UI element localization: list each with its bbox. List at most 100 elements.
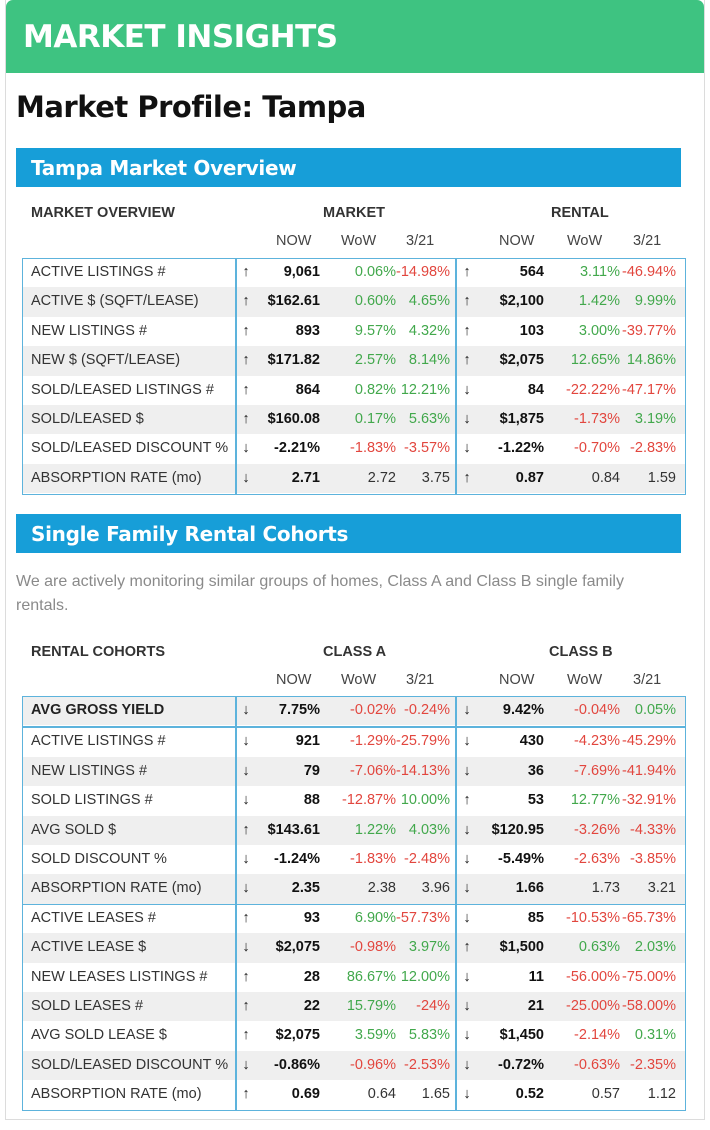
row-label: SOLD/LEASED DISCOUNT % (31, 1056, 229, 1073)
table-row: SOLD LEASES # ↑ 22 15.79% -24% ↓ 21 -25.00% -58.… (22, 992, 686, 1022)
table-group-border (22, 696, 237, 728)
cohorts-table-body: AVG GROSS YIELD ↓ 7.75% -0.02% -0.24% ↓ 9.42% -… (22, 696, 686, 1111)
row-label: AVG SOLD LEASE $ (31, 1027, 167, 1044)
now-value: 430 (519, 733, 544, 750)
since-3-21-value: 12.00% (400, 968, 450, 985)
overview-table-label: MARKET OVERVIEW (31, 205, 175, 221)
down-arrow-icon: ↓ (463, 762, 471, 779)
row-label: SOLD LISTINGS # (31, 792, 153, 809)
row-label: NEW LISTINGS # (31, 762, 148, 779)
now-value: 11 (528, 968, 544, 985)
table-row: ACTIVE LISTINGS # ↓ 921 -1.29% -25.79% ↓ 430 -4… (22, 727, 686, 756)
down-arrow-icon: ↓ (242, 702, 250, 718)
cohorts-column-header: NOW WoW 3/21 NOW WoW 3/21 (22, 666, 686, 694)
row-label: ACTIVE LEASES # (31, 909, 156, 926)
now-value: 921 (295, 733, 320, 750)
overview-group-a: MARKET (323, 205, 386, 221)
since-3-21-value: 12.21% (400, 381, 450, 398)
now-value: 893 (295, 322, 320, 339)
since-3-21-value: -3.85% (630, 851, 676, 867)
down-arrow-icon: ↓ (463, 909, 471, 926)
now-value: $143.61 (267, 821, 320, 838)
down-arrow-icon: ↓ (242, 469, 250, 486)
down-arrow-icon: ↓ (463, 440, 471, 457)
row-label: ACTIVE LEASE $ (31, 939, 147, 956)
since-3-21-value: 5.63% (408, 411, 450, 427)
table-group-border (455, 696, 686, 728)
since-3-21-value: -25.79% (395, 733, 450, 750)
up-arrow-icon: ↑ (463, 322, 471, 339)
market-insights-banner: MARKET INSIGHTS (6, 0, 704, 73)
table-row: NEW LISTINGS # ↑ 893 9.57% 4.32% ↑ 103 3.00% -39… (22, 317, 686, 346)
cohorts-group-b: CLASS B (549, 644, 613, 660)
table-group-border (455, 258, 686, 496)
up-arrow-icon: ↑ (242, 293, 250, 310)
wow-value: -0.63% (574, 1056, 620, 1073)
since-3-21-value: -32.91% (621, 792, 676, 809)
since-3-21-value: 9.99% (634, 293, 676, 310)
wow-value: -0.04% (574, 702, 620, 718)
down-arrow-icon: ↓ (242, 851, 250, 867)
cohorts-group-a: CLASS A (323, 644, 387, 660)
table-row: ACTIVE LEASE $ ↓ $2,075 -0.98% 3.97% ↑ $1,500 0… (22, 933, 686, 963)
cohorts-section-header: Single Family Rental Cohorts (16, 514, 681, 553)
wow-value: -0.96% (350, 1056, 396, 1073)
since-3-21-value: 3.97% (408, 939, 450, 956)
since-3-21-value: 3.96 (421, 880, 450, 897)
wow-value: -4.23% (574, 733, 620, 750)
wow-value: 0.84 (591, 469, 620, 486)
now-value: 0.69 (291, 1086, 320, 1103)
cohorts-group-header: RENTAL COHORTS CLASS A CLASS B (22, 638, 686, 666)
now-value: 9.42% (502, 702, 544, 718)
table-group-border (22, 258, 237, 496)
overview-group-header: MARKET OVERVIEW MARKET RENTAL (22, 199, 686, 227)
since-3-21-value: -4.33% (630, 821, 676, 838)
down-arrow-icon: ↓ (463, 968, 471, 985)
col-3-21: 3/21 (633, 233, 662, 249)
now-value: 2.71 (291, 469, 320, 486)
wow-value: 12.65% (570, 352, 620, 369)
wow-value: -0.02% (350, 702, 396, 718)
wow-value: -12.87% (341, 792, 396, 809)
wow-value: -1.29% (350, 733, 396, 750)
wow-value: -7.06% (350, 762, 396, 779)
down-arrow-icon: ↓ (463, 851, 471, 867)
wow-value: -7.69% (574, 762, 620, 779)
row-label: SOLD/LEASED DISCOUNT % (31, 440, 229, 457)
up-arrow-icon: ↑ (463, 792, 471, 809)
table-row: ACTIVE LISTINGS # ↑ 9,061 0.06% -14.98% ↑ 564 3… (22, 258, 686, 287)
down-arrow-icon: ↓ (242, 792, 250, 809)
row-label: SOLD DISCOUNT % (31, 851, 167, 867)
now-value: 88 (303, 792, 320, 809)
up-arrow-icon: ↑ (242, 411, 250, 427)
up-arrow-icon: ↑ (242, 352, 250, 369)
row-label: ACTIVE LISTINGS # (31, 264, 166, 280)
up-arrow-icon: ↑ (463, 293, 471, 310)
up-arrow-icon: ↑ (242, 909, 250, 926)
since-3-21-value: -65.73% (621, 909, 676, 926)
since-3-21-value: -2.53% (404, 1056, 450, 1073)
table-row: SOLD DISCOUNT % ↓ -1.24% -1.83% -2.48% ↓ -5.49… (22, 845, 686, 874)
wow-value: -10.53% (565, 909, 620, 926)
wow-value: -2.14% (574, 1027, 620, 1044)
col-wow: WoW (341, 233, 377, 249)
since-3-21-value: 1.65 (421, 1086, 450, 1103)
now-value: $2,075 (499, 352, 544, 369)
now-value: 0.52 (515, 1086, 544, 1103)
table-row: SOLD/LEASED LISTINGS # ↑ 864 0.82% 12.21% ↓ 84… (22, 376, 686, 405)
now-value: 84 (527, 381, 544, 398)
table-row: ACTIVE $ (SQFT/LEASE) ↑ $162.61 0.60% 4.65% ↑… (22, 287, 686, 317)
table-group-border (235, 696, 457, 728)
since-3-21-value: -24% (416, 998, 450, 1014)
now-value: $162.61 (267, 293, 320, 310)
col-wow: WoW (567, 233, 603, 249)
table-row: ABSORPTION RATE (mo) ↑ 0.69 0.64 1.65 ↓ 0.52 0.… (22, 1080, 686, 1109)
row-label: ABSORPTION RATE (mo) (31, 880, 202, 897)
wow-value: -3.26% (574, 821, 620, 838)
row-label: ABSORPTION RATE (mo) (31, 1086, 202, 1103)
now-value: 28 (303, 968, 320, 985)
wow-value: -22.22% (565, 381, 620, 398)
down-arrow-icon: ↓ (242, 733, 250, 750)
since-3-21-value: 3.21 (647, 880, 676, 897)
since-3-21-value: -14.13% (395, 762, 450, 779)
